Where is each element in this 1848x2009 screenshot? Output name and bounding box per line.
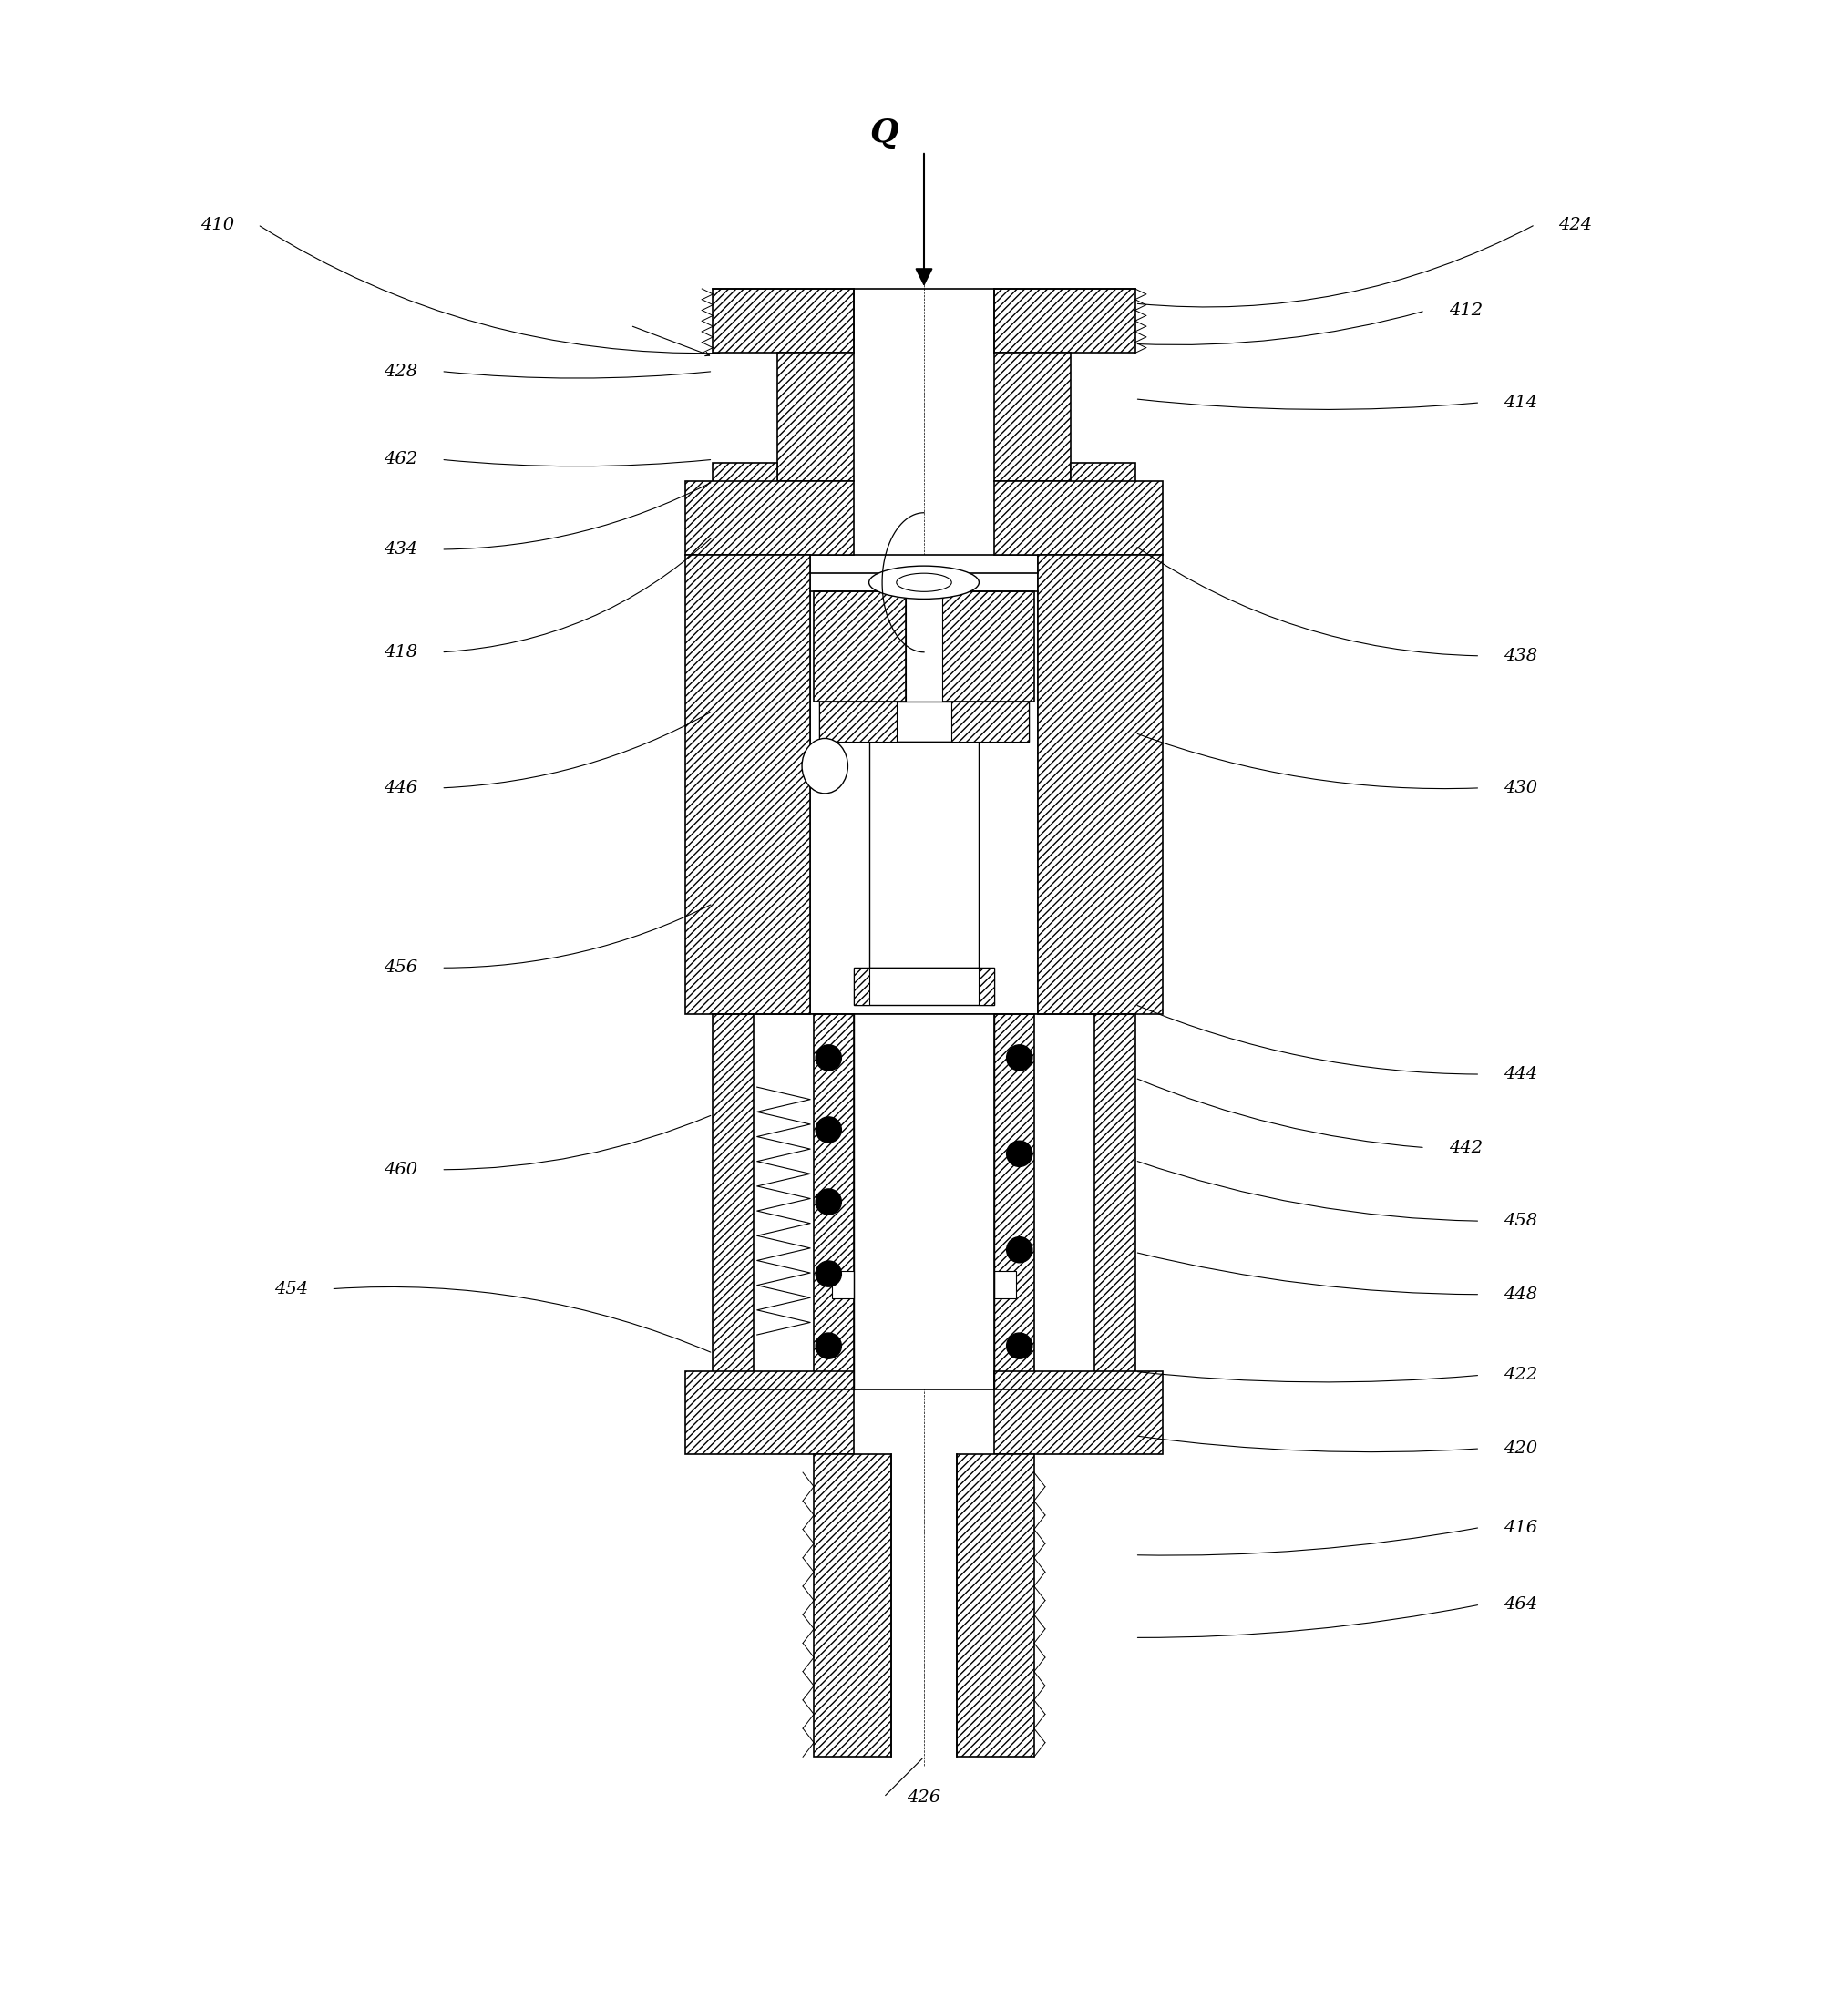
Text: 448: 448 xyxy=(1504,1286,1538,1302)
Text: 438: 438 xyxy=(1504,647,1538,665)
Bar xyxy=(994,482,1162,554)
Text: 434: 434 xyxy=(384,540,418,559)
Text: 458: 458 xyxy=(1504,1213,1538,1230)
Circle shape xyxy=(1007,1045,1033,1071)
Bar xyxy=(686,554,809,1015)
Bar xyxy=(1094,1015,1135,1390)
Bar xyxy=(994,1270,1016,1298)
Bar xyxy=(957,1455,1035,1758)
Text: 430: 430 xyxy=(1504,779,1538,796)
Circle shape xyxy=(1007,1141,1033,1167)
Circle shape xyxy=(1007,1238,1033,1262)
Text: 412: 412 xyxy=(1449,303,1482,319)
Bar xyxy=(713,1015,754,1390)
Bar xyxy=(854,1015,994,1390)
Bar xyxy=(952,701,1029,741)
Bar xyxy=(1039,554,1162,1015)
Bar xyxy=(819,701,1029,741)
Text: 426: 426 xyxy=(907,1790,941,1806)
Ellipse shape xyxy=(869,567,979,599)
Text: 424: 424 xyxy=(1558,217,1593,233)
Text: 410: 410 xyxy=(200,217,235,233)
Circle shape xyxy=(815,1334,841,1358)
Bar xyxy=(778,354,854,482)
Bar xyxy=(994,354,1070,482)
Bar xyxy=(713,289,854,354)
Bar xyxy=(819,701,896,741)
Circle shape xyxy=(815,1117,841,1143)
Text: 444: 444 xyxy=(1504,1067,1538,1083)
Bar xyxy=(686,482,854,554)
Ellipse shape xyxy=(802,739,848,794)
Bar xyxy=(942,591,1035,701)
Bar xyxy=(994,1015,1035,1390)
Circle shape xyxy=(815,1262,841,1286)
Circle shape xyxy=(815,1045,841,1071)
Text: Q: Q xyxy=(869,117,898,149)
Text: 454: 454 xyxy=(274,1280,309,1298)
Circle shape xyxy=(815,1189,841,1215)
Circle shape xyxy=(1007,1334,1033,1358)
Bar xyxy=(854,968,994,1004)
Bar xyxy=(906,591,942,701)
Bar xyxy=(1070,464,1135,500)
Text: 418: 418 xyxy=(384,645,418,661)
Bar xyxy=(832,1270,854,1298)
Bar xyxy=(994,289,1135,354)
Bar xyxy=(809,554,1039,1015)
Text: 428: 428 xyxy=(384,364,418,380)
Text: 464: 464 xyxy=(1504,1597,1538,1613)
Bar xyxy=(686,1372,854,1455)
Text: 420: 420 xyxy=(1504,1440,1538,1457)
Bar xyxy=(1035,1015,1094,1390)
Text: 446: 446 xyxy=(384,779,418,796)
Bar xyxy=(813,591,906,701)
Text: 422: 422 xyxy=(1504,1366,1538,1384)
Text: 442: 442 xyxy=(1449,1139,1482,1155)
Text: 456: 456 xyxy=(384,960,418,976)
Text: 462: 462 xyxy=(384,452,418,468)
Bar xyxy=(869,741,979,968)
Text: 414: 414 xyxy=(1504,394,1538,410)
Bar xyxy=(713,464,778,500)
Bar xyxy=(813,1015,854,1390)
Text: 416: 416 xyxy=(1504,1519,1538,1535)
Text: 460: 460 xyxy=(384,1161,418,1177)
Bar xyxy=(813,1455,891,1758)
Bar xyxy=(979,968,994,1004)
Bar xyxy=(754,1015,813,1390)
Ellipse shape xyxy=(896,573,952,591)
Bar xyxy=(854,968,869,1004)
Bar xyxy=(994,1372,1162,1455)
